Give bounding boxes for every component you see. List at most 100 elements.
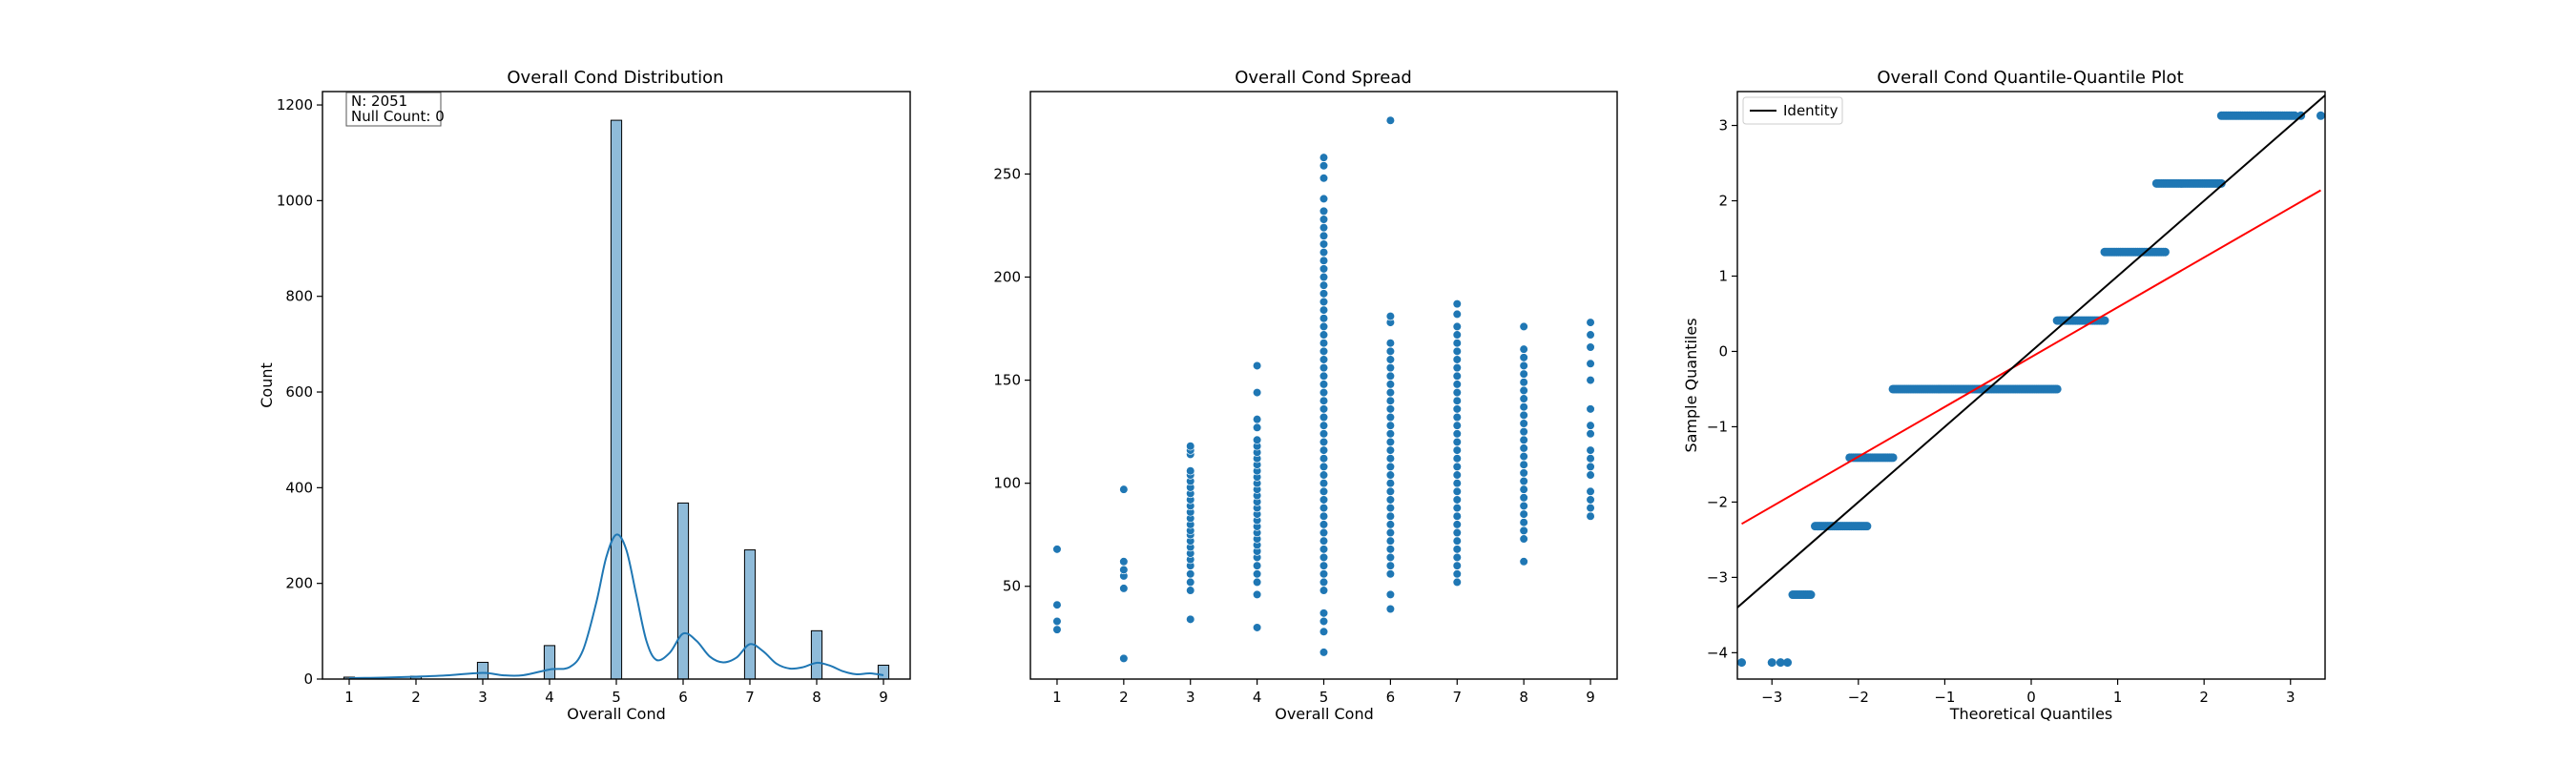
scatter-point bbox=[1452, 536, 1462, 546]
scatter-point bbox=[1452, 470, 1462, 480]
scatter-point bbox=[1519, 361, 1528, 371]
scatter-point bbox=[1319, 561, 1329, 570]
scatter-point bbox=[1119, 584, 1129, 593]
scatter-point bbox=[1519, 509, 1528, 519]
scatter-point bbox=[1452, 339, 1462, 348]
histogram-plot-frame bbox=[322, 91, 911, 680]
scatter-point bbox=[1519, 518, 1528, 527]
y-tick-label: 0 bbox=[1718, 342, 1728, 360]
scatter-point bbox=[1385, 380, 1395, 389]
scatter-point bbox=[1253, 589, 1262, 599]
scatter-point bbox=[1319, 608, 1329, 618]
qq-point bbox=[2290, 111, 2299, 120]
scatter-point bbox=[1586, 470, 1595, 480]
scatter-point bbox=[1119, 565, 1129, 575]
scatter-point bbox=[1319, 355, 1329, 364]
scatter-point bbox=[1452, 330, 1462, 340]
y-axis-ticks: 50 100 150 200 250 bbox=[993, 165, 1030, 595]
scatter-point bbox=[1385, 545, 1395, 554]
qq-point bbox=[1737, 658, 1747, 668]
scatter-point bbox=[1385, 115, 1395, 125]
y-tick-label: 250 bbox=[993, 165, 1021, 182]
spread-scatter-panel: Overall Cond Spread 1 2 3 4 5 6 7 8 9 50 100 150 20… bbox=[993, 68, 1618, 723]
qq-y-axis-label: Sample Quantiles bbox=[1682, 318, 1700, 452]
scatter-point bbox=[1385, 479, 1395, 488]
scatter-point bbox=[1385, 454, 1395, 464]
scatter-point bbox=[1319, 421, 1329, 430]
fit-line bbox=[1741, 189, 2321, 526]
x-tick-label: 2 bbox=[2199, 689, 2209, 706]
scatter-point bbox=[1319, 363, 1329, 373]
scatter-point bbox=[1452, 577, 1462, 588]
scatter-point bbox=[1253, 569, 1262, 579]
scatter-point bbox=[1319, 280, 1329, 290]
scatter-point bbox=[1385, 437, 1395, 447]
scatter-point bbox=[1452, 504, 1462, 513]
scatter-point bbox=[1385, 589, 1395, 599]
scatter-point bbox=[1452, 561, 1462, 570]
scatter-point bbox=[1319, 552, 1329, 563]
qq-x-axis-label: Theoretical Quantiles bbox=[1949, 705, 2113, 723]
scatter-point bbox=[1319, 321, 1329, 332]
scatter-point bbox=[1452, 299, 1462, 309]
qq-point bbox=[1783, 658, 1793, 668]
scatter-point bbox=[1586, 375, 1595, 385]
legend-box bbox=[1742, 96, 1843, 125]
scatter-point bbox=[1319, 387, 1329, 398]
scatter-point bbox=[1519, 419, 1528, 428]
scatter-point bbox=[1385, 486, 1395, 496]
scatter-point bbox=[1452, 363, 1462, 373]
scatter-point bbox=[1519, 344, 1528, 354]
scatter-point bbox=[1319, 486, 1329, 496]
scatter-point bbox=[1319, 445, 1329, 455]
scatter-point bbox=[1586, 421, 1595, 430]
scatter-point bbox=[1319, 371, 1329, 381]
scatter-point bbox=[1319, 504, 1329, 513]
scatter-point bbox=[1319, 569, 1329, 579]
histogram-bar bbox=[610, 119, 623, 680]
scatter-point bbox=[1586, 429, 1595, 439]
scatter-point bbox=[1319, 627, 1329, 636]
histogram-bar bbox=[877, 664, 890, 680]
y-tick-label: 1000 bbox=[277, 192, 313, 209]
scatter-point bbox=[1452, 520, 1462, 529]
scatter-point bbox=[1319, 648, 1329, 657]
scatter-point bbox=[1319, 256, 1329, 265]
qq-point bbox=[1862, 522, 1872, 531]
y-tick-label: 1200 bbox=[277, 96, 313, 113]
scatter-point bbox=[1385, 371, 1395, 381]
y-tick-label: 200 bbox=[285, 575, 313, 592]
scatter-point bbox=[1452, 462, 1462, 471]
scatter-point bbox=[1319, 429, 1329, 439]
scatter-point bbox=[1519, 557, 1528, 567]
x-tick-label: 7 bbox=[745, 689, 755, 706]
x-tick-label: 4 bbox=[545, 689, 554, 706]
scatter-point bbox=[1319, 396, 1329, 405]
scatter-point bbox=[1319, 264, 1329, 274]
scatter-point bbox=[1319, 545, 1329, 554]
scatter-point bbox=[1586, 359, 1595, 368]
scatter-point bbox=[1519, 321, 1528, 332]
scatter-point bbox=[1586, 445, 1595, 455]
histogram-title: Overall Cond Distribution bbox=[507, 68, 723, 88]
scatter-point bbox=[1452, 437, 1462, 447]
x-tick-label: 4 bbox=[1253, 689, 1262, 706]
x-tick-label: 5 bbox=[612, 689, 621, 706]
qq-point bbox=[2052, 384, 2062, 394]
spread-plot-frame bbox=[1029, 91, 1618, 680]
histogram-bar bbox=[743, 549, 757, 680]
qq-point bbox=[2216, 178, 2226, 188]
scatter-point bbox=[1519, 526, 1528, 535]
scatter-point bbox=[1452, 527, 1462, 538]
scatter-point bbox=[1452, 421, 1462, 430]
qq-point bbox=[2100, 316, 2109, 325]
qq-point bbox=[1888, 453, 1898, 463]
qq-plot-panel: Overall Cond Quantile-Quantile Plot −3 −2… bbox=[1682, 68, 2326, 723]
y-tick-label: −4 bbox=[1707, 644, 1728, 661]
y-tick-label: 3 bbox=[1718, 117, 1728, 134]
scatter-point bbox=[1186, 614, 1195, 624]
y-tick-label: −3 bbox=[1707, 568, 1728, 586]
y-tick-label: −2 bbox=[1707, 493, 1728, 510]
scatter-point bbox=[1519, 493, 1528, 503]
scatter-point bbox=[1519, 369, 1528, 379]
